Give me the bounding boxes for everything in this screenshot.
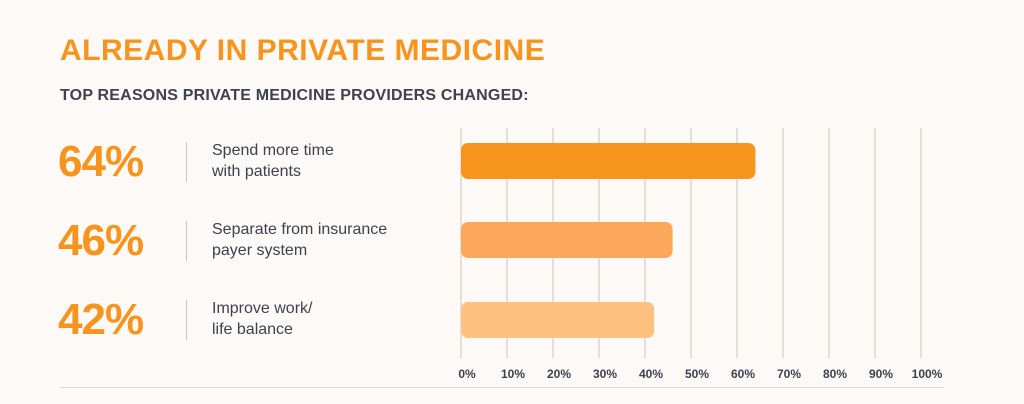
x-tick-label: 40%: [639, 367, 663, 381]
reason-label-line: Improve work/: [212, 300, 313, 317]
reason-label-line: Separate from insurance: [212, 221, 388, 238]
reason-label: Separate from insurance payer system: [212, 219, 442, 261]
x-tick-label: 20%: [547, 367, 571, 381]
bottom-rule: [60, 387, 944, 388]
row-divider: [186, 221, 187, 261]
reason-label: Improve work/ life balance: [212, 298, 442, 340]
x-tick-label: 100%: [912, 367, 943, 381]
reason-label-line: payer system: [212, 242, 308, 259]
reason-label-line: Spend more time: [212, 142, 334, 159]
bar: [461, 143, 756, 179]
reason-percent: 42%: [58, 295, 144, 344]
x-tick-label: 60%: [731, 367, 755, 381]
x-tick-label: 10%: [501, 367, 525, 381]
x-tick-label: 50%: [685, 367, 709, 381]
chart-subtitle: TOP REASONS PRIVATE MEDICINE PROVIDERS C…: [60, 87, 529, 104]
reason-label: Spend more time with patients: [212, 140, 442, 182]
row-divider: [186, 142, 187, 182]
x-tick-label: 90%: [869, 367, 893, 381]
x-tick-label: 0%: [458, 367, 476, 381]
reason-label-line: with patients: [212, 163, 301, 180]
x-tick-label: 30%: [593, 367, 617, 381]
x-tick-label: 80%: [823, 367, 847, 381]
bar: [461, 302, 655, 338]
x-tick-label: 70%: [777, 367, 801, 381]
page-title: ALREADY IN PRIVATE MEDICINE: [60, 34, 546, 67]
row-divider: [186, 300, 187, 340]
reason-label-line: life balance: [212, 321, 293, 338]
bar: [461, 222, 673, 258]
reason-percent: 46%: [58, 216, 144, 265]
reason-percent: 64%: [58, 137, 144, 186]
